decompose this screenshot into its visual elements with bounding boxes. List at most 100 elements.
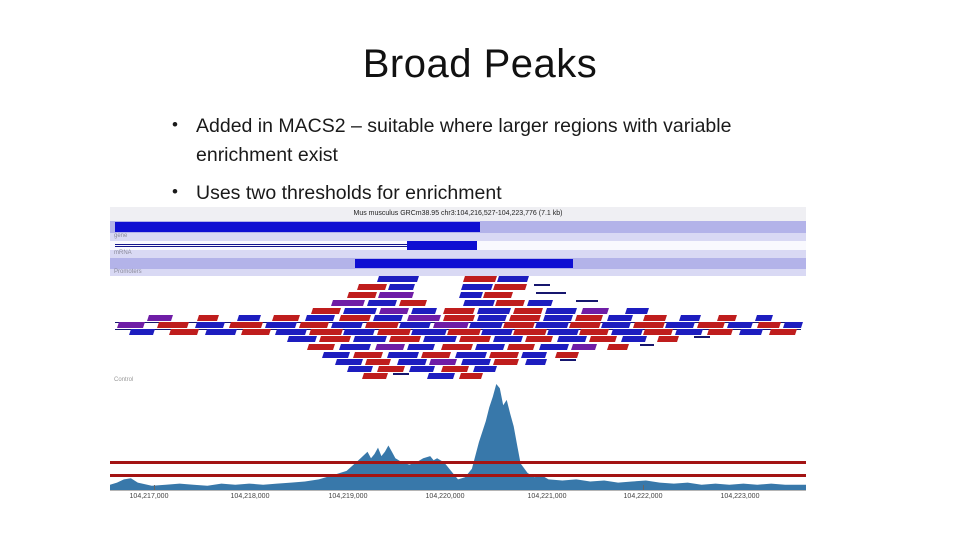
read-segment: [367, 300, 397, 306]
read-segment: [539, 344, 569, 350]
read-segment: [407, 344, 435, 350]
read-segment: [299, 322, 329, 328]
read-segment: [697, 322, 725, 328]
read-segment: [569, 322, 601, 328]
read-segment: [463, 276, 497, 282]
read-segment: [643, 315, 667, 321]
read-segment: [311, 308, 341, 314]
read-segment: [319, 336, 351, 342]
read-segment: [331, 300, 365, 306]
read-segment: [443, 308, 475, 314]
read-segment: [421, 352, 451, 358]
read-segment: [483, 292, 513, 298]
read-segment: [477, 315, 507, 321]
read-segment: [783, 322, 803, 328]
read-segment: [265, 322, 297, 328]
gene-track-band: [110, 221, 806, 233]
genome-browser-screenshot: Mus musculus GRCm38.95 chr3:104,216,527-…: [110, 207, 806, 503]
read-segment: [399, 322, 431, 328]
read-segment: [353, 336, 387, 342]
read-segment: [755, 315, 773, 321]
read-segment: [353, 352, 383, 358]
read-segment: [455, 352, 487, 358]
read-segment: [339, 315, 371, 321]
read-segment: [489, 352, 519, 358]
read-segment: [611, 329, 643, 335]
read-connector-line: [393, 373, 409, 375]
read-segment: [411, 308, 437, 314]
read-segment: [503, 322, 535, 328]
x-axis-tick-label: 104,218,000: [230, 493, 270, 500]
mrna-intron-line: [115, 246, 477, 247]
read-segment: [469, 322, 503, 328]
read-segment: [433, 322, 469, 328]
threshold-line-lower: [110, 474, 806, 477]
promoters-track-band: [110, 258, 806, 269]
read-segment: [493, 336, 523, 342]
read-segment: [195, 322, 225, 328]
read-segment: [589, 336, 617, 342]
x-axis-tick-label: 104,219,000: [328, 493, 368, 500]
read-segment: [377, 366, 405, 372]
read-segment: [607, 315, 633, 321]
read-connector-line: [640, 344, 654, 346]
read-segment: [378, 292, 414, 298]
read-segment: [581, 308, 609, 314]
read-segment: [493, 359, 519, 365]
read-segment: [571, 344, 597, 350]
read-segment: [625, 308, 649, 314]
read-segment: [411, 329, 447, 335]
read-segment: [397, 359, 427, 365]
read-segment: [347, 292, 377, 298]
read-segment: [309, 329, 343, 335]
read-segment: [643, 329, 673, 335]
read-segment: [739, 329, 763, 335]
read-segment: [475, 344, 505, 350]
read-segment: [197, 315, 219, 321]
page-title: Broad Peaks: [362, 42, 598, 86]
read-segment: [441, 344, 473, 350]
read-segment: [339, 344, 371, 350]
read-segment: [362, 373, 388, 379]
read-segment: [513, 308, 543, 314]
x-axis-line: [110, 490, 806, 491]
bullet-text: Uses two thresholds for enrichment: [196, 181, 502, 204]
read-segment: [707, 329, 733, 335]
read-segment: [461, 359, 491, 365]
read-segment: [459, 292, 483, 298]
read-segment: [513, 329, 547, 335]
read-segment: [473, 366, 497, 372]
read-segment: [275, 329, 307, 335]
bullet-text: Added in MACS2 – suitable where larger r…: [196, 115, 732, 167]
read-segment: [423, 336, 457, 342]
read-segment: [331, 322, 363, 328]
browser-header-bar: Mus musculus GRCm38.95 chr3:104,216,527-…: [110, 207, 806, 221]
x-axis-tick-mark: [154, 485, 155, 490]
read-segment: [429, 359, 457, 365]
read-segment: [357, 284, 387, 290]
read-connector-line: [694, 336, 710, 338]
read-segment: [343, 308, 377, 314]
read-segment: [525, 359, 547, 365]
read-connector-line: [560, 359, 576, 361]
read-segment: [322, 352, 350, 358]
bullet-list: • Added in MACS2 – suitable where larger…: [170, 112, 780, 216]
read-segment: [343, 329, 375, 335]
read-segment: [387, 352, 419, 358]
x-axis-tick-label: 104,220,000: [425, 493, 465, 500]
read-segment: [169, 329, 199, 335]
read-segment: [633, 322, 665, 328]
read-segment: [388, 284, 415, 290]
read-segment: [657, 336, 679, 342]
read-segment: [675, 329, 703, 335]
read-segment: [147, 315, 173, 321]
read-segment: [365, 359, 391, 365]
read-segment: [477, 308, 511, 314]
read-segment: [459, 336, 491, 342]
mrna-exon-bar: [407, 241, 477, 250]
read-segment: [117, 322, 145, 328]
read-connector-line: [534, 284, 550, 286]
promoters-track-label: Promoters: [110, 269, 806, 276]
x-axis-tick-label: 104,223,000: [720, 493, 760, 500]
read-connector-line: [576, 300, 598, 302]
